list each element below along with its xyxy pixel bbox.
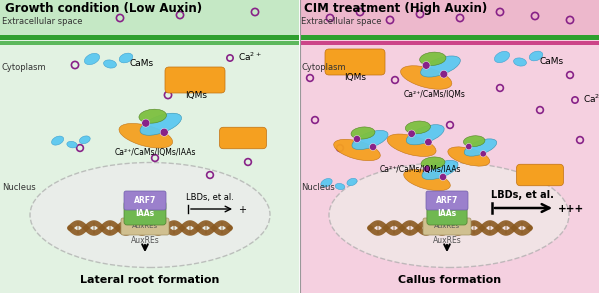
Bar [0, 0, 299, 293]
Ellipse shape [351, 127, 375, 139]
FancyBboxPatch shape [124, 191, 166, 210]
Text: Lateral root formation: Lateral root formation [80, 275, 220, 285]
Ellipse shape [420, 52, 446, 65]
Ellipse shape [119, 53, 133, 63]
Text: ARF7: ARF7 [134, 196, 156, 205]
Text: +: + [238, 205, 246, 215]
Text: IAAs: IAAs [135, 209, 155, 217]
Text: AuxREs: AuxREs [434, 224, 460, 229]
Ellipse shape [30, 163, 270, 268]
FancyBboxPatch shape [325, 49, 385, 75]
Text: ARF7: ARF7 [436, 196, 458, 205]
FancyBboxPatch shape [516, 164, 564, 186]
Ellipse shape [80, 136, 90, 144]
Ellipse shape [52, 136, 63, 145]
Ellipse shape [406, 121, 431, 134]
Circle shape [408, 130, 415, 137]
Ellipse shape [67, 141, 77, 148]
Text: AuxREs: AuxREs [131, 236, 159, 245]
FancyBboxPatch shape [165, 67, 225, 93]
Ellipse shape [84, 53, 99, 65]
Circle shape [370, 144, 377, 151]
Ellipse shape [140, 113, 181, 135]
Ellipse shape [494, 51, 510, 63]
Ellipse shape [404, 169, 450, 191]
FancyBboxPatch shape [427, 202, 467, 225]
Ellipse shape [335, 183, 345, 190]
Ellipse shape [329, 163, 569, 268]
Ellipse shape [334, 139, 380, 161]
Ellipse shape [321, 178, 332, 187]
Circle shape [423, 166, 431, 173]
Text: IQMs: IQMs [185, 91, 207, 100]
Text: Extracellular space: Extracellular space [301, 18, 382, 26]
Text: Callus formation: Callus formation [398, 275, 501, 285]
Ellipse shape [530, 51, 543, 61]
Circle shape [160, 128, 168, 136]
Text: IQMs: IQMs [344, 73, 366, 82]
Ellipse shape [422, 160, 458, 180]
Text: CIM treatment (High Auxin): CIM treatment (High Auxin) [304, 2, 487, 15]
Bar [0, 0, 299, 293]
Text: LBDs, et al.: LBDs, et al. [491, 190, 553, 200]
Bar [0, 35, 299, 40]
Text: Nucleus: Nucleus [2, 183, 36, 193]
FancyBboxPatch shape [423, 218, 471, 235]
Bar [300, 0, 599, 293]
Ellipse shape [420, 56, 461, 77]
Ellipse shape [347, 178, 357, 186]
Text: Cytoplasm: Cytoplasm [2, 64, 47, 72]
Circle shape [425, 138, 432, 146]
Bar [300, 35, 599, 40]
Circle shape [465, 144, 472, 150]
Circle shape [142, 119, 150, 127]
Text: Ca$^{2+}$: Ca$^{2+}$ [238, 51, 262, 63]
Text: Growth condition (Low Auxin): Growth condition (Low Auxin) [5, 2, 202, 15]
Bar [0, 41, 299, 45]
Ellipse shape [406, 125, 444, 145]
Text: Cytoplasm: Cytoplasm [301, 64, 346, 72]
Ellipse shape [421, 157, 445, 169]
Circle shape [440, 173, 446, 180]
Ellipse shape [401, 66, 452, 89]
Text: LBDs, et al.: LBDs, et al. [186, 193, 234, 202]
Bar [300, 41, 599, 45]
Ellipse shape [464, 139, 497, 156]
Bar [300, 0, 599, 38]
Circle shape [353, 135, 361, 142]
Text: AuxREs: AuxREs [132, 224, 158, 229]
Text: Ca$^{2+}$: Ca$^{2+}$ [583, 93, 599, 105]
Ellipse shape [352, 130, 388, 150]
Text: Nucleus: Nucleus [301, 183, 335, 193]
FancyBboxPatch shape [124, 201, 166, 225]
FancyBboxPatch shape [219, 127, 267, 149]
Ellipse shape [104, 60, 116, 68]
Text: IAAs: IAAs [437, 209, 456, 218]
Ellipse shape [387, 134, 436, 156]
Ellipse shape [119, 123, 173, 148]
Text: Ca²⁺/CaMs/IQMs/IAAs: Ca²⁺/CaMs/IQMs/IAAs [379, 165, 461, 174]
Bar [0, 0, 299, 38]
Text: Ca²⁺/CaMs/IQMs/IAAs: Ca²⁺/CaMs/IQMs/IAAs [114, 148, 196, 157]
Text: CaMs: CaMs [130, 59, 154, 67]
Circle shape [422, 62, 430, 69]
Text: +++: +++ [558, 204, 584, 214]
Text: CaMs: CaMs [540, 57, 564, 66]
FancyBboxPatch shape [121, 218, 169, 235]
Circle shape [440, 70, 447, 78]
Text: Ca²⁺/CaMs/IQMs: Ca²⁺/CaMs/IQMs [404, 90, 466, 99]
Ellipse shape [139, 109, 167, 123]
Text: AuxREs: AuxREs [432, 236, 461, 245]
Circle shape [480, 151, 486, 157]
Text: Extracellular space: Extracellular space [2, 18, 83, 26]
Bar [0, 0, 299, 38]
Ellipse shape [464, 136, 485, 147]
FancyBboxPatch shape [426, 191, 468, 210]
Ellipse shape [448, 147, 490, 166]
Ellipse shape [513, 58, 527, 66]
